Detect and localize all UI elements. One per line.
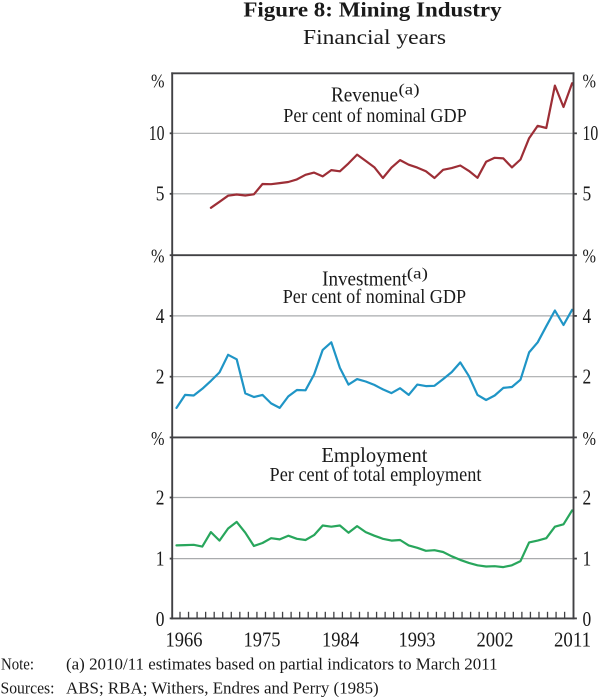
- svg-text:ABS; RBA; Withers, Endres and: ABS; RBA; Withers, Endres and Perry (198…: [66, 679, 379, 698]
- svg-text:Financial years: Financial years: [303, 25, 446, 49]
- svg-text:2002: 2002: [477, 628, 514, 652]
- svg-text:%: %: [583, 246, 597, 268]
- svg-text:Note:: Note:: [1, 655, 34, 674]
- svg-text:Investment: Investment: [322, 267, 407, 291]
- svg-text:Revenue: Revenue: [331, 82, 398, 106]
- svg-text:2: 2: [156, 365, 165, 389]
- svg-text:%: %: [151, 428, 165, 450]
- svg-text:%: %: [151, 70, 165, 92]
- svg-text:10: 10: [149, 121, 165, 145]
- svg-text:2: 2: [583, 365, 592, 389]
- svg-text:5: 5: [583, 182, 592, 206]
- svg-text:(a): (a): [399, 81, 420, 98]
- svg-text:2: 2: [156, 485, 165, 509]
- svg-text:1966: 1966: [166, 628, 203, 652]
- svg-text:4: 4: [156, 304, 165, 328]
- svg-text:1: 1: [583, 547, 592, 571]
- svg-text:2: 2: [583, 485, 592, 509]
- svg-text:Per cent of total employment: Per cent of total employment: [270, 464, 482, 486]
- svg-text:Employment: Employment: [321, 443, 427, 467]
- svg-text:(a) 2010/11 estimates based on: (a) 2010/11 estimates based on partial i…: [66, 655, 498, 674]
- svg-text:0: 0: [583, 607, 592, 631]
- svg-text:(a): (a): [407, 266, 428, 283]
- svg-text:Sources:: Sources:: [1, 679, 55, 698]
- svg-text:1: 1: [156, 547, 165, 571]
- svg-text:%: %: [583, 428, 597, 450]
- svg-text:%: %: [151, 246, 165, 268]
- svg-text:Per cent of nominal GDP: Per cent of nominal GDP: [283, 286, 466, 308]
- svg-text:Per cent of nominal GDP: Per cent of nominal GDP: [283, 105, 466, 127]
- svg-text:1984: 1984: [322, 628, 359, 652]
- svg-text:Figure 8: Mining Industry: Figure 8: Mining Industry: [243, 0, 502, 22]
- svg-text:5: 5: [156, 182, 165, 206]
- svg-text:%: %: [583, 70, 597, 92]
- svg-text:4: 4: [583, 304, 592, 328]
- svg-text:1975: 1975: [244, 628, 281, 652]
- svg-text:0: 0: [156, 607, 165, 631]
- svg-text:10: 10: [583, 121, 599, 145]
- svg-text:2011: 2011: [554, 628, 591, 652]
- svg-text:1993: 1993: [399, 628, 436, 652]
